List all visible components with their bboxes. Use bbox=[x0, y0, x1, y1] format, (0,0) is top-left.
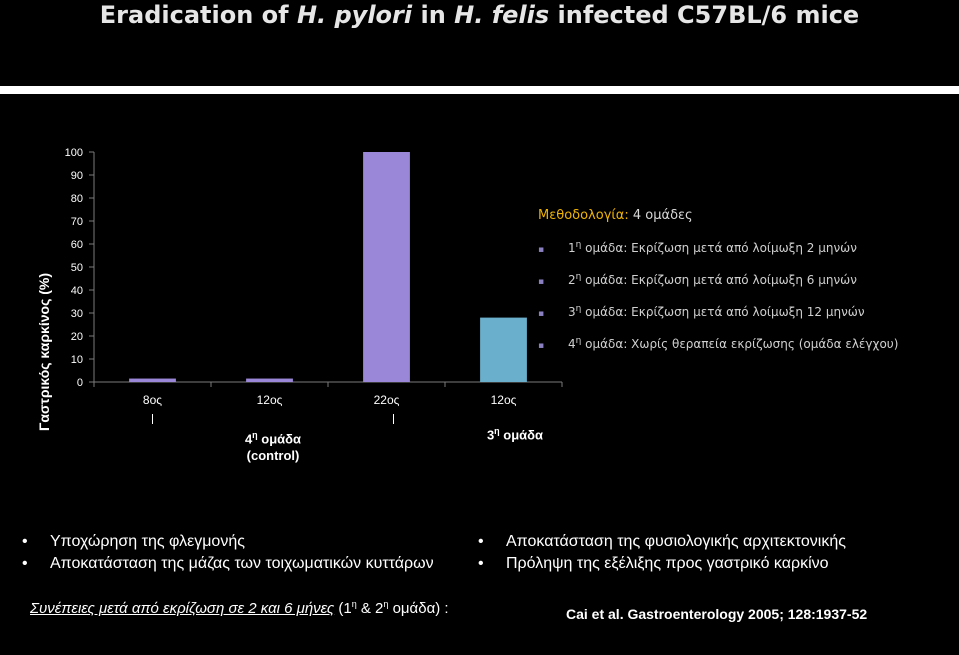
y-tick-label: 50 bbox=[71, 262, 83, 274]
y-tick-label: 100 bbox=[65, 147, 83, 159]
consequence-item: • Αποκατάσταση της φυσιολογικής αρχιτεκτο… bbox=[478, 533, 846, 550]
bullet-icon: • bbox=[478, 533, 484, 550]
x-tick-label: 8ος bbox=[143, 393, 162, 407]
bullet-icon: ▪ bbox=[538, 245, 545, 255]
bullet-icon: ▪ bbox=[538, 309, 545, 319]
methodology-item: ▪ 2η ομάδα: Εκρίζωση μετά από λοίμωξη 6 μ… bbox=[538, 272, 857, 287]
group-4-label: 4η ομάδα (control) bbox=[244, 430, 302, 464]
y-tick-label: 10 bbox=[71, 354, 83, 366]
title-bar: Eradication of H. pylori in H. felis inf… bbox=[0, 0, 959, 86]
consequence-item: • Αποκατάσταση της μάζας των τοιχωματικών… bbox=[22, 555, 434, 572]
x-tick-label: 22ος bbox=[374, 393, 400, 407]
y-tick-label: 60 bbox=[71, 239, 83, 251]
citation: Cai et al. Gastroenterology 2005; 128:19… bbox=[566, 606, 868, 622]
group-3-label: 3η ομάδα bbox=[486, 426, 544, 443]
bullet-icon: ▪ bbox=[538, 341, 545, 351]
bar bbox=[129, 378, 176, 382]
methodology-heading: Μεθοδολογία: 4 ομάδες bbox=[538, 208, 693, 223]
y-tick-label: 70 bbox=[71, 216, 83, 228]
slide-body: 0 10 20 30 40 50 60 70 80 90 100 8ος 12ος 22ος 12ος Γα… bbox=[0, 94, 959, 655]
methodology-item: ▪ 1η ομάδα: Εκρίζωση μετά από λοίμωξη 2 μ… bbox=[538, 240, 857, 255]
y-tick-label: 80 bbox=[71, 193, 83, 205]
bar bbox=[480, 317, 527, 382]
bar bbox=[363, 152, 410, 382]
y-tick-label: 30 bbox=[71, 308, 83, 320]
y-tick-label: 40 bbox=[71, 285, 83, 297]
consequence-item: • Πρόληψη της εξέλιξης προς γαστρικό καρκ… bbox=[478, 555, 829, 572]
bullet-icon: • bbox=[478, 555, 484, 572]
slide-title: Eradication of H. pylori in H. felis inf… bbox=[99, 1, 860, 29]
y-tick-label: 0 bbox=[77, 377, 83, 389]
bar-chart: 0 10 20 30 40 50 60 70 80 90 100 8ος 12ος 22ος 12ος bbox=[65, 147, 563, 424]
y-axis-title: Γαστρικός καρκίνος (%) bbox=[36, 272, 52, 432]
bar bbox=[246, 378, 293, 382]
group-bracket-right bbox=[393, 414, 394, 424]
x-tick-label: 12ος bbox=[491, 393, 517, 407]
y-tick-label: 90 bbox=[71, 170, 83, 182]
y-tick-label: 20 bbox=[71, 331, 83, 343]
group-bracket-left bbox=[152, 414, 153, 424]
methodology-item: ▪ 3η ομάδα: Εκρίζωση μετά από λοίμωξη 12 … bbox=[538, 304, 865, 319]
x-tick-label: 12ος bbox=[257, 393, 283, 407]
bullet-icon: • bbox=[22, 533, 28, 550]
methodology-list: ▪ 1η ομάδα: Εκρίζωση μετά από λοίμωξη 2 μ… bbox=[538, 240, 898, 368]
consequences-heading: Συνέπειες μετά από εκρίζωση σε 2 και 6 μ… bbox=[30, 599, 449, 617]
methodology-item: ▪ 4η ομάδα: Χωρίς θεραπεία εκρίζωσης (ομά… bbox=[538, 336, 899, 351]
bullet-icon: • bbox=[22, 555, 28, 572]
consequence-item: • Υποχώρηση της φλεγμονής bbox=[22, 533, 245, 550]
bullet-icon: ▪ bbox=[538, 277, 545, 287]
